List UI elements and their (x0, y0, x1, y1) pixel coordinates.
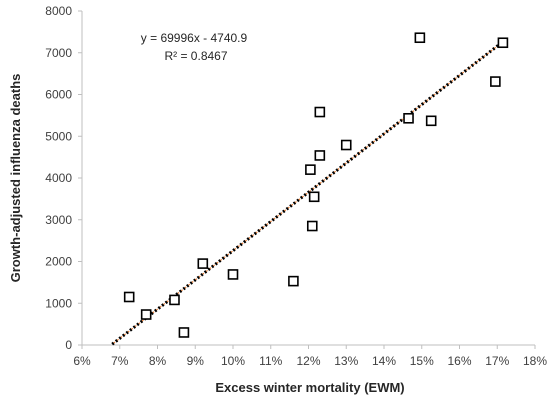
data-point (403, 112, 414, 124)
data-point (340, 139, 352, 151)
data-point (140, 309, 152, 320)
x-tick-label: 6% (73, 354, 91, 368)
data-point (308, 191, 320, 203)
y-tick-label: 5000 (45, 129, 72, 143)
x-axis-ticks: 6% 7% 8% 9% 10% 11% 12% 13% 14% 15% 16% 17% 18% (73, 345, 547, 368)
x-tick-label: 17% (485, 354, 509, 368)
data-point (178, 327, 190, 338)
x-tick-label: 8% (149, 354, 167, 368)
y-tick-label: 0 (65, 338, 72, 352)
axes (81, 11, 535, 346)
data-points (123, 32, 509, 338)
y-tick-label: 3000 (45, 213, 72, 227)
data-point (314, 150, 326, 161)
y-axis-ticks: 0 1000 2000 3000 4000 5000 6000 7000 8000 (45, 4, 82, 352)
x-tick-label: 16% (447, 354, 471, 368)
x-axis-title: Excess winter mortality (EWM) (215, 380, 404, 395)
x-tick-label: 7% (111, 354, 129, 368)
y-tick-label: 2000 (45, 255, 72, 269)
y-axis-title: Growth-adjusted influenza deaths (8, 74, 23, 283)
data-point (306, 220, 318, 232)
x-tick-label: 14% (372, 354, 396, 368)
r-squared-label: R² = 0.8467 (164, 49, 227, 63)
y-tick-label: 6000 (45, 88, 72, 102)
x-tick-label: 11% (259, 354, 282, 368)
x-tick-label: 18% (523, 354, 547, 368)
y-tick-label: 1000 (45, 296, 72, 310)
data-point (227, 269, 239, 280)
data-point (288, 275, 299, 287)
data-point (425, 115, 437, 127)
data-point (169, 294, 180, 306)
trendline-equation: y = 69996x - 4740.9 (141, 31, 248, 45)
x-tick-label: 15% (410, 354, 434, 368)
data-point (197, 258, 209, 269)
trendline-layer (111, 39, 506, 346)
data-point (305, 164, 316, 175)
x-tick-label: 9% (187, 354, 205, 368)
y-tick-label: 7000 (45, 46, 72, 60)
trendline (111, 39, 506, 346)
y-tick-label: 8000 (45, 4, 72, 18)
x-tick-label: 12% (296, 354, 320, 368)
data-point (497, 37, 509, 49)
data-point (123, 291, 135, 303)
data-point (414, 32, 426, 44)
x-tick-label: 13% (334, 354, 358, 368)
x-tick-label: 10% (221, 354, 245, 368)
data-point (314, 106, 326, 118)
y-tick-label: 4000 (45, 171, 72, 185)
data-point (490, 76, 501, 87)
